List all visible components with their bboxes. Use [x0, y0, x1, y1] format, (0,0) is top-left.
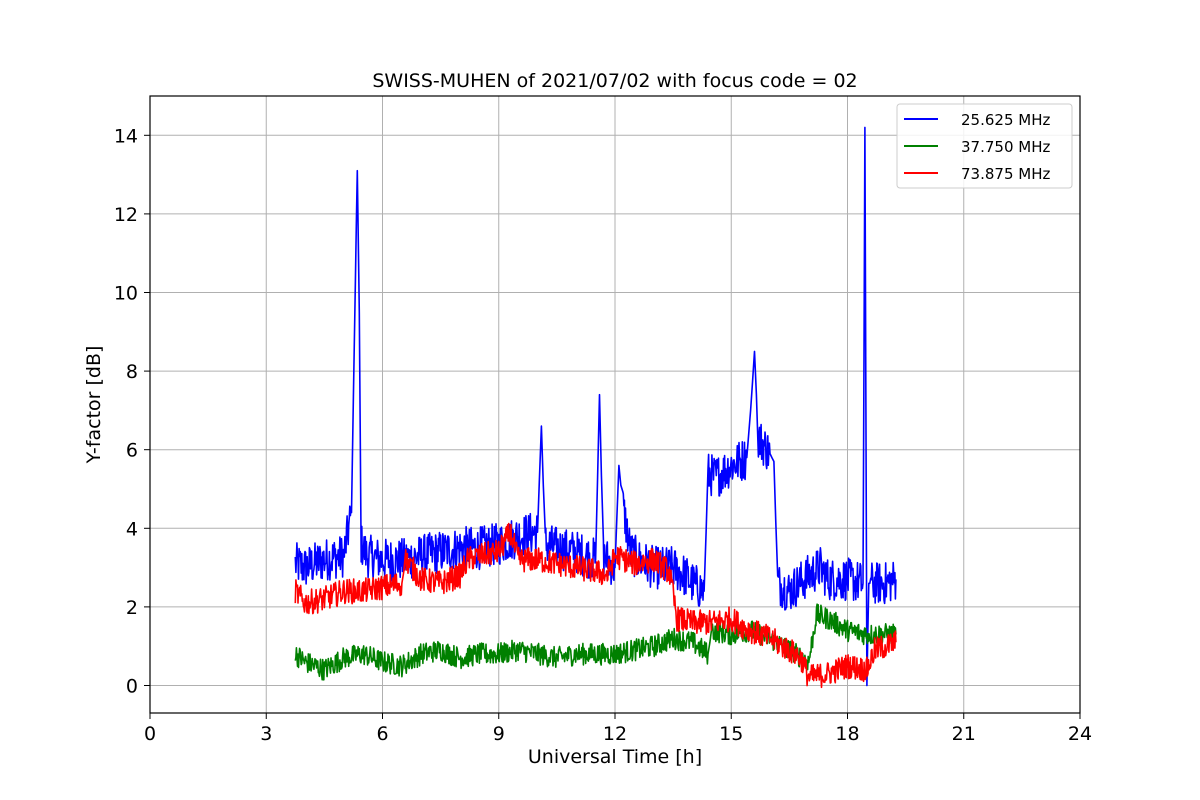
x-tick-label: 24 [1068, 723, 1092, 745]
y-tick-label: 6 [126, 440, 138, 462]
y-tick-label: 14 [114, 125, 138, 147]
x-axis-label: Universal Time [h] [528, 746, 702, 768]
legend-label: 37.750 MHz [961, 138, 1050, 156]
x-tick-label: 0 [144, 723, 156, 745]
x-tick-label: 3 [260, 723, 272, 745]
series-layer [294, 126, 897, 689]
chart-title: SWISS-MUHEN of 2021/07/02 with focus cod… [372, 70, 857, 92]
x-tick-label: 12 [603, 723, 627, 745]
y-tick-label: 4 [126, 518, 138, 540]
legend-label: 73.875 MHz [961, 165, 1050, 183]
series-line-3 [294, 522, 897, 689]
x-tick-label: 15 [719, 723, 743, 745]
legend: 25.625 MHz 37.750 MHz 73.875 MHz [896, 103, 1073, 189]
y-tick-label: 8 [126, 361, 138, 383]
x-tick-label: 18 [835, 723, 859, 745]
grid [149, 96, 1081, 713]
x-tick-label: 9 [493, 723, 505, 745]
x-tick-label: 21 [952, 723, 976, 745]
legend-box [896, 103, 1073, 189]
y-tick-label: 2 [126, 597, 138, 619]
y-tick-label: 10 [114, 282, 138, 304]
legend-label: 25.625 MHz [961, 111, 1050, 129]
y-tick-label: 12 [114, 204, 138, 226]
y-axis-label: Y-factor [dB] [83, 346, 105, 465]
series-line-1 [294, 126, 897, 687]
y-tick-label: 0 [126, 675, 138, 697]
x-tick-label: 6 [376, 723, 388, 745]
